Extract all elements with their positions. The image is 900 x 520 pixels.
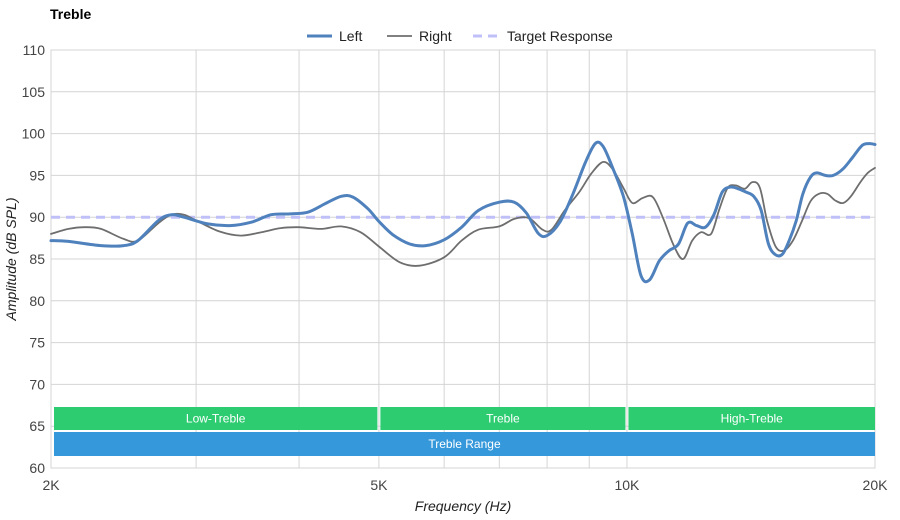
x-axis-ticks: 2K 5K 10K 20K: [42, 477, 888, 493]
y-tick-label: 65: [29, 418, 45, 434]
series-line-right: [50, 160, 876, 267]
legend-label-target-response: Target Response: [507, 28, 613, 44]
x-tick-label: 2K: [42, 477, 60, 493]
y-tick-label: 105: [22, 84, 46, 100]
x-tick-label: 5K: [370, 477, 388, 493]
series-lines: [49, 140, 877, 284]
y-tick-label: 75: [29, 335, 45, 351]
range-bands: Low-Treble Treble High-Treble Treble Range: [54, 407, 875, 456]
band-treble: [380, 407, 626, 430]
y-tick-label: 85: [29, 251, 45, 267]
chart-title: Treble: [50, 6, 91, 22]
y-axis-label: Amplitude (dB SPL): [3, 198, 19, 322]
x-axis-label: Frequency (Hz): [415, 498, 511, 514]
band-high-treble: [628, 407, 875, 430]
y-tick-label: 60: [29, 460, 45, 476]
x-tick-label: 10K: [614, 477, 640, 493]
legend-label-right: Right: [419, 28, 452, 44]
y-tick-label: 90: [29, 209, 45, 225]
grid: [50, 49, 876, 469]
y-tick-label: 80: [29, 293, 45, 309]
y-tick-label: 110: [23, 42, 46, 58]
band-label-high-treble: High-Treble: [721, 412, 784, 426]
x-tick-label: 20K: [863, 477, 889, 493]
y-tick-label: 70: [29, 376, 45, 392]
band-treble-range: [54, 432, 875, 456]
legend-label-left: Left: [339, 28, 362, 44]
band-low-treble: [54, 407, 378, 430]
y-axis-ticks: 60 65 70 75 80 85 90 95 100 105 110: [22, 42, 46, 476]
band-label-treble: Treble: [486, 412, 520, 426]
band-label-treble-range: Treble Range: [428, 437, 501, 451]
legend: Left Right Target Response: [307, 28, 613, 44]
series-line-left: [49, 140, 877, 284]
y-tick-label: 95: [29, 167, 45, 183]
y-tick-label: 100: [22, 126, 46, 142]
band-label-low-treble: Low-Treble: [186, 412, 246, 426]
